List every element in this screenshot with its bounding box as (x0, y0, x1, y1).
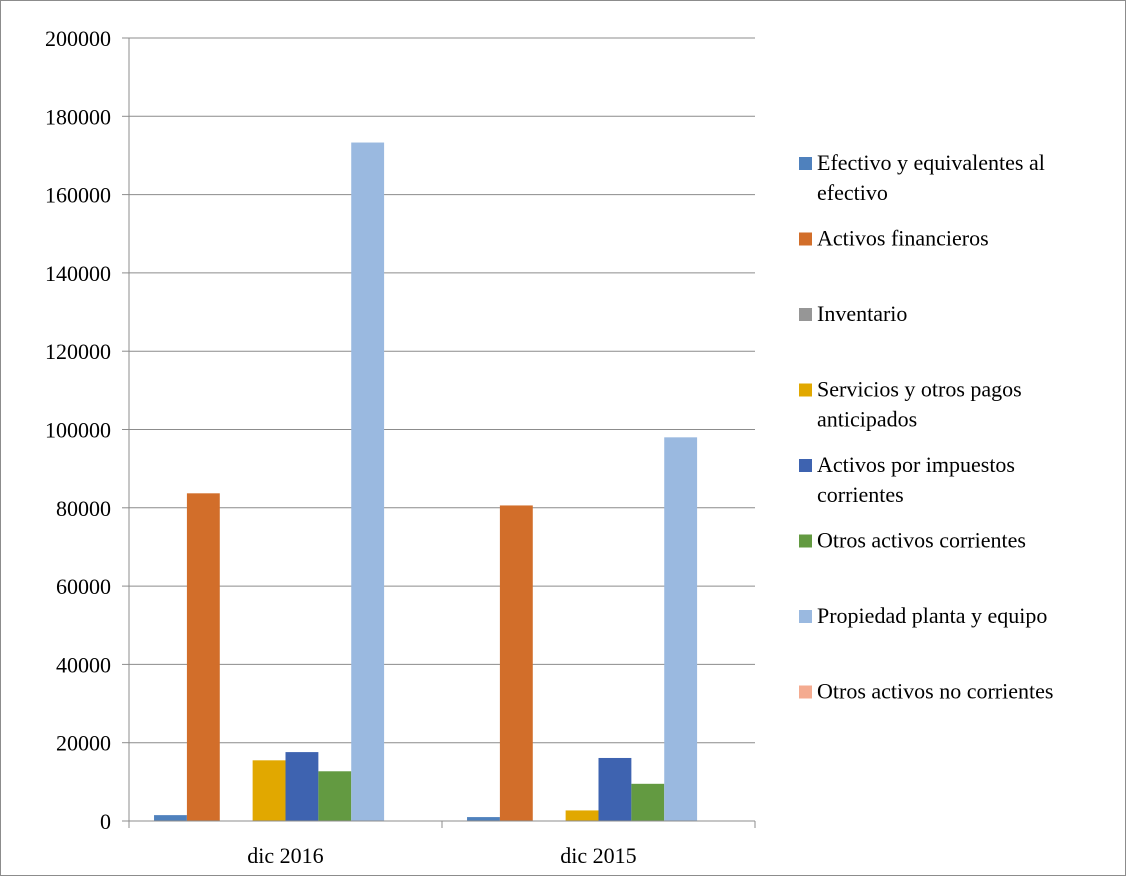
legend-swatch (799, 308, 812, 321)
legend-swatch (799, 383, 812, 397)
y-tick-label: 140000 (45, 261, 111, 286)
legend-label: Servicios y otros pagos (817, 377, 1022, 402)
bar (186, 493, 220, 821)
legend-label: Activos por impuestos (817, 452, 1015, 477)
legend-item: Otros activos no corrientes (799, 679, 1053, 704)
bar (631, 783, 665, 821)
legend-item: Activos por impuestos corrientes (799, 452, 1015, 507)
legend-label: Propiedad planta y equipo (817, 603, 1047, 628)
bar (598, 757, 632, 821)
y-tick-label: 20000 (56, 731, 111, 756)
bar (565, 810, 599, 821)
bar (351, 142, 385, 821)
legend-swatch (799, 534, 812, 548)
legend-item: Efectivo y equivalentes al efectivo (799, 150, 1045, 205)
bar (499, 505, 533, 821)
x-tick-label: dic 2015 (560, 843, 636, 868)
legend-swatch (799, 459, 812, 472)
legend-label: Efectivo y equivalentes al (817, 150, 1045, 175)
y-tick-label: 120000 (45, 339, 111, 364)
legend-swatch (799, 610, 812, 623)
bar (467, 817, 500, 821)
bar (252, 760, 286, 821)
legend-item: Servicios y otros pagos anticipados (799, 377, 1022, 432)
legend-swatch (799, 232, 812, 246)
legend-label: Otros activos corrientes (817, 528, 1026, 553)
axes: 0 20000 40000 60000 80000 100000 120000 140000 1… (45, 26, 756, 868)
y-tick-label: 180000 (45, 104, 111, 129)
y-tick-label: 80000 (56, 496, 111, 521)
legend-label: efectivo (817, 180, 888, 205)
legend-item: Activos financieros (799, 226, 989, 251)
legend-item: Inventario (799, 301, 907, 326)
y-tick-label: 60000 (56, 574, 111, 599)
legend: Efectivo y equivalentes al efectivo Activo… (799, 150, 1053, 704)
x-tick-label: dic 2016 (247, 843, 323, 868)
bars (154, 142, 698, 821)
gridlines (129, 37, 755, 744)
legend-label: anticipados (817, 407, 917, 432)
legend-swatch (799, 157, 812, 170)
legend-item: Propiedad planta y equipo (799, 603, 1047, 628)
legend-item: Otros activos corrientes (799, 528, 1026, 553)
legend-label: corrientes (817, 482, 904, 507)
bar (664, 437, 698, 821)
y-tick-label: 0 (100, 809, 111, 834)
y-tick-label: 160000 (45, 183, 111, 208)
legend-label: Activos financieros (817, 226, 989, 251)
bar (318, 771, 352, 821)
bar (285, 752, 319, 821)
legend-label: Otros activos no corrientes (817, 679, 1053, 704)
bar (154, 815, 187, 821)
y-tick-label: 200000 (45, 26, 111, 51)
legend-swatch (799, 685, 812, 699)
y-tick-label: 40000 (56, 652, 111, 677)
legend-label: Inventario (817, 301, 907, 326)
y-tick-label: 100000 (45, 418, 111, 443)
